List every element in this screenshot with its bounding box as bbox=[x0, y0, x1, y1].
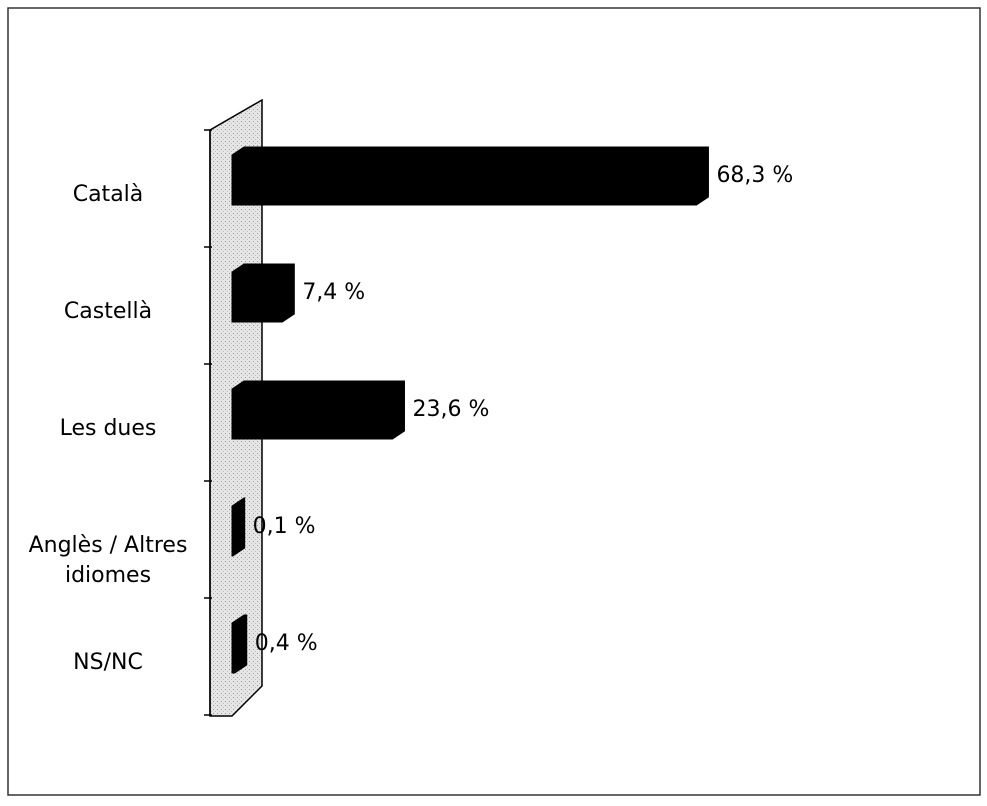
value-label: 0,1 % bbox=[253, 514, 316, 539]
value-label: 7,4 % bbox=[302, 280, 365, 305]
value-label: 68,3 % bbox=[716, 163, 793, 188]
value-label: 23,6 % bbox=[412, 397, 489, 422]
category-label: Català bbox=[72, 182, 144, 207]
category-label: Castellà bbox=[63, 299, 153, 324]
bar bbox=[231, 380, 405, 440]
bar bbox=[231, 263, 295, 323]
frame bbox=[7, 7, 981, 796]
category-label: Les dues bbox=[59, 416, 157, 441]
value-label: 0,4 % bbox=[255, 631, 318, 656]
category-label: NS/NC bbox=[73, 650, 143, 675]
category-label: Anglès / Altres idiomes bbox=[28, 533, 188, 588]
bar bbox=[231, 614, 248, 674]
bar bbox=[231, 497, 246, 557]
bar bbox=[231, 146, 709, 206]
